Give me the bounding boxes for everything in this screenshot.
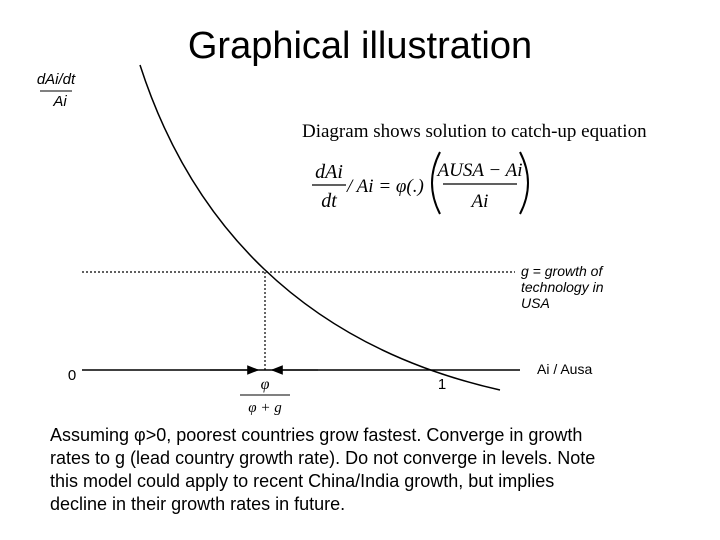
y-label-den: Ai — [52, 93, 67, 110]
diagram-heading: Diagram shows solution to catch-up equat… — [302, 121, 647, 142]
x-label: Ai / Ausa — [537, 361, 592, 377]
catch-up-curve — [139, 64, 501, 391]
g-note-line: USA — [521, 295, 550, 311]
g-note-line: technology in — [521, 279, 604, 295]
eq-paren-right — [519, 151, 529, 215]
eq-lhs-den: dt — [321, 190, 337, 212]
origin-label: 0 — [68, 367, 76, 384]
eq-rhs-num: AUSA − Ai — [436, 160, 523, 181]
title: Graphical illustration — [188, 25, 532, 67]
caption-line: Assuming φ>0, poorest countries grow fas… — [50, 425, 582, 445]
caption-line: this model could apply to recent China/I… — [50, 471, 554, 491]
eq-middle: / Ai = φ(.) — [346, 176, 424, 197]
caption-line: rates to g (lead country growth rate). D… — [50, 448, 595, 468]
phi-g-label: φ + g — [248, 400, 282, 416]
eq-lhs-num: dAi — [315, 161, 343, 183]
y-label-num: dAi/dt — [37, 71, 76, 88]
g-note-line: g = growth of — [521, 263, 604, 279]
eq-rhs-den: Ai — [470, 191, 489, 212]
x-one-label: 1 — [438, 376, 446, 393]
caption-line: decline in their growth rates in future. — [50, 494, 345, 514]
phi-label: φ — [261, 376, 270, 393]
eq-paren-left — [431, 151, 441, 215]
